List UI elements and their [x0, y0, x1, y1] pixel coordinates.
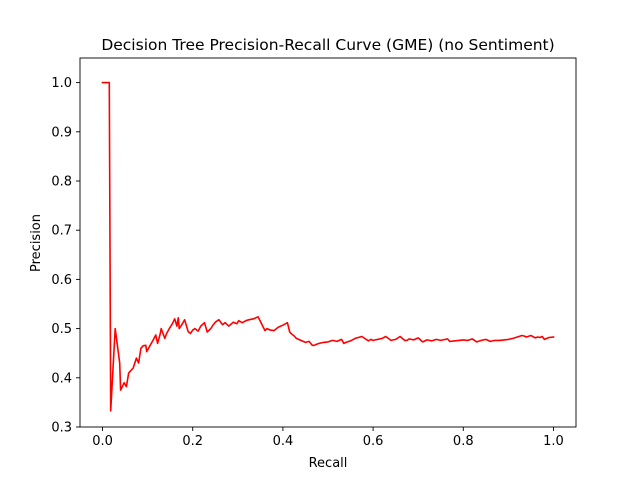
y-tick-label: 0.9	[51, 125, 72, 140]
x-tick-label: 0.0	[92, 434, 113, 449]
x-tick-label: 0.8	[453, 434, 474, 449]
plot-area	[80, 58, 576, 427]
precision-recall-line	[101, 81, 555, 412]
x-axis-label: Recall	[309, 456, 348, 471]
y-tick-label: 0.4	[51, 371, 72, 386]
plot-frame	[79, 57, 577, 428]
y-axis-ticks: 0.3 0.4 0.5 0.6 0.7 0.8 0.9 1.0	[51, 76, 80, 436]
y-tick-label: 0.7	[51, 224, 72, 239]
y-tick-label: 0.5	[51, 322, 72, 337]
x-axis-ticks: 0.0 0.2 0.4 0.6 0.8 1.0	[92, 427, 564, 449]
y-tick-label: 0.3	[51, 421, 72, 436]
x-tick-label: 0.4	[273, 434, 294, 449]
y-tick-label: 0.8	[51, 175, 72, 190]
y-axis-label: Precision	[29, 214, 44, 272]
chart-title: Decision Tree Precision-Recall Curve (GM…	[101, 36, 554, 54]
x-tick-label: 0.2	[182, 434, 203, 449]
x-tick-label: 1.0	[543, 434, 564, 449]
x-tick-label: 0.6	[363, 434, 384, 449]
y-tick-label: 0.6	[51, 273, 72, 288]
y-tick-label: 1.0	[51, 76, 72, 91]
